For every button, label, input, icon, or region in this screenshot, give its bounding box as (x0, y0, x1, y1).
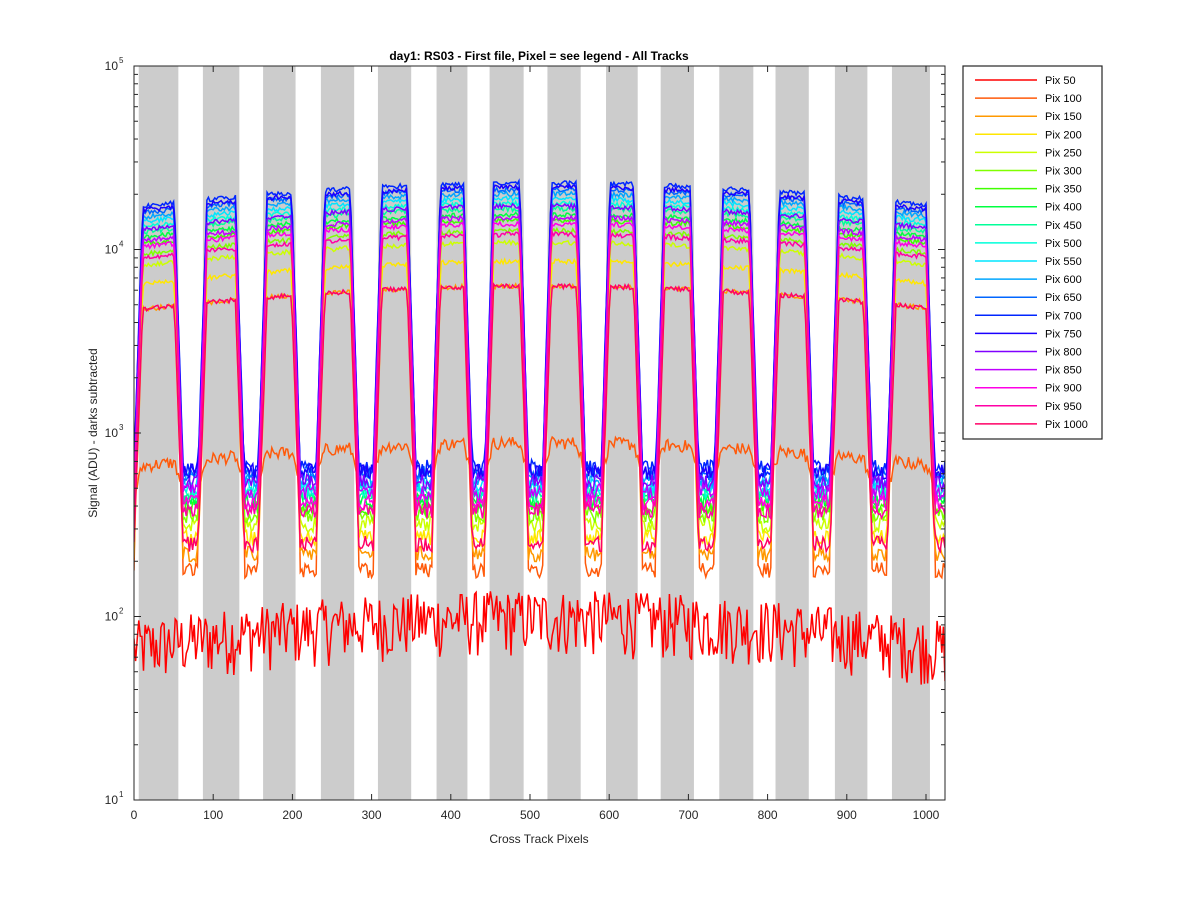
legend-label: Pix 200 (1045, 129, 1082, 141)
x-tick-label: 800 (758, 808, 778, 822)
shaded-band-13 (834, 66, 868, 800)
shaded-band-6 (436, 66, 468, 800)
x-tick-label: 400 (441, 808, 461, 822)
plot-area (134, 66, 945, 800)
x-tick-label: 900 (837, 808, 857, 822)
shaded-band-12 (775, 66, 809, 800)
legend-label: Pix 800 (1045, 347, 1082, 359)
shaded-band-1 (138, 66, 179, 800)
series-line-pix-1000 (134, 282, 945, 555)
legend-label: Pix 900 (1045, 383, 1082, 395)
legend-label: Pix 100 (1045, 93, 1082, 105)
y-tick-base: 10 (105, 243, 119, 257)
series-lines (134, 178, 945, 685)
x-tick-label: 600 (599, 808, 619, 822)
legend-label: Pix 450 (1045, 220, 1082, 232)
series-line-pix-100 (134, 435, 945, 580)
legend-label: Pix 150 (1045, 111, 1082, 123)
shaded-band-4 (320, 66, 355, 800)
y-tick-exponent: 4 (119, 240, 124, 249)
x-tick-label: 1000 (913, 808, 940, 822)
y-tick-exponent: 1 (119, 790, 124, 799)
legend-label: Pix 850 (1045, 365, 1082, 377)
y-tick-base: 10 (105, 793, 119, 807)
legend-label: Pix 250 (1045, 147, 1082, 159)
legend-label: Pix 550 (1045, 256, 1082, 268)
shaded-band-10 (660, 66, 694, 800)
shaded-band-7 (489, 66, 524, 800)
legend-label: Pix 300 (1045, 166, 1082, 178)
legend-label: Pix 500 (1045, 238, 1082, 250)
y-tick-base: 10 (105, 426, 119, 440)
x-tick-label: 300 (362, 808, 382, 822)
x-tick-label: 200 (282, 808, 302, 822)
y-tick-label: 10 (105, 610, 119, 624)
y-tick-exponent: 2 (119, 607, 124, 616)
y-tick-exponent: 5 (119, 56, 124, 65)
x-axis: 0 100 200 300 400 500 600 700 800 900 1000 (131, 66, 940, 822)
y-tick-label: 10 (105, 243, 119, 257)
y-tick-label: 10 (105, 793, 119, 807)
series-line-pix-50 (134, 590, 945, 685)
y-tick-label: 10 (105, 426, 119, 440)
legend-label: Pix 700 (1045, 310, 1082, 322)
legend-label: Pix 750 (1045, 328, 1082, 340)
y-tick-base: 10 (105, 59, 119, 73)
legend-label: Pix 600 (1045, 274, 1082, 286)
x-tick-label: 0 (131, 808, 138, 822)
shaded-band-3 (263, 66, 296, 800)
x-tick-label: 100 (203, 808, 223, 822)
shaded-band-14 (891, 66, 930, 800)
legend-label: Pix 950 (1045, 401, 1082, 413)
y-tick-base: 10 (105, 610, 119, 624)
y-tick-label: 10 (105, 59, 119, 73)
x-tick-label: 700 (678, 808, 698, 822)
shaded-band-5 (377, 66, 412, 800)
series-line-pix-950 (134, 229, 945, 521)
legend-label: Pix 400 (1045, 202, 1082, 214)
shaded-band-9 (606, 66, 638, 800)
legend-label: Pix 50 (1045, 75, 1076, 87)
shaded-band-2 (202, 66, 240, 800)
legend: Pix 50 Pix 100 Pix 150 Pix 200 Pix 250 Pix 30… (962, 65, 1103, 440)
chart-title: day1: RS03 - First file, Pixel = see leg… (389, 49, 689, 63)
shaded-band-8 (547, 66, 581, 800)
legend-label: Pix 650 (1045, 292, 1082, 304)
y-axis-title: Signal (ADU) - darks subtracted (86, 348, 100, 517)
x-axis-title: Cross Track Pixels (489, 832, 588, 846)
legend-label: Pix 1000 (1045, 419, 1088, 431)
x-tick-label: 500 (520, 808, 540, 822)
legend-label: Pix 350 (1045, 184, 1082, 196)
legend-box (962, 65, 1103, 440)
shaded-band-11 (719, 66, 754, 800)
y-tick-exponent: 3 (119, 423, 124, 432)
